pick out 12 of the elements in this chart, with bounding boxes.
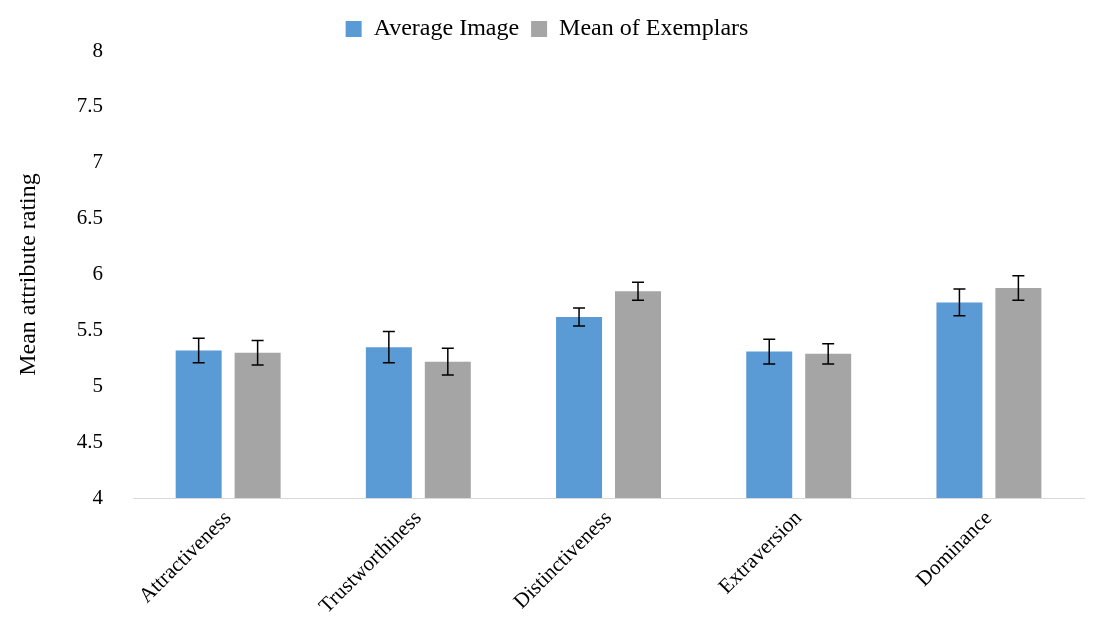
y-tick-label: 5 — [92, 372, 104, 397]
y-tick-label: 5.5 — [76, 316, 104, 341]
y-axis-title: Mean attribute rating — [13, 173, 40, 376]
y-tick-label: 7.5 — [76, 93, 104, 118]
y-tick-label: 4.5 — [76, 428, 104, 453]
y-tick-label: 6.5 — [76, 205, 104, 230]
y-tick-label: 6 — [92, 261, 104, 286]
y-tick-label: 4 — [92, 484, 104, 509]
legend-label: Mean of Exemplars — [559, 14, 749, 41]
y-tick-label: 7 — [92, 149, 104, 174]
legend-label: Average Image — [373, 14, 520, 41]
y-tick-label: 8 — [92, 37, 104, 62]
